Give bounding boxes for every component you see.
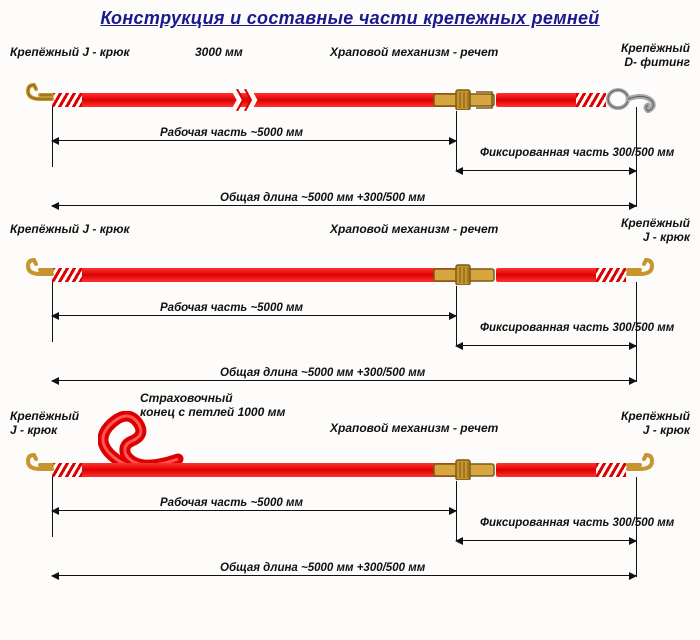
- dim-fixed: [456, 345, 636, 346]
- ratchet-icon: [432, 263, 496, 285]
- ratchet-icon: [432, 88, 496, 110]
- dim-fixed-label: Фиксированная часть 300/500 мм: [480, 517, 674, 530]
- j-hook-icon: [22, 81, 56, 115]
- strap-end-hatch-r: [596, 268, 626, 282]
- label-right-hook: Крепёжный J - крюк: [621, 409, 690, 438]
- dim-working-label: Рабочая часть ~5000 мм: [160, 127, 303, 140]
- dim-fixed: [456, 170, 636, 171]
- label-left-hook: Крепёжный J - крюк: [10, 45, 130, 59]
- variant-3: Крепёжный J - крюк Страховочный конец с …: [0, 395, 700, 615]
- strap-end-hatch-r: [576, 93, 606, 107]
- label-ratchet: Храповой механизм - речет: [330, 45, 498, 59]
- dim-fixed-label: Фиксированная часть 300/500 мм: [480, 322, 674, 335]
- j-hook-icon: [22, 256, 56, 290]
- dim-working: [52, 510, 456, 511]
- variant-1: Крепёжный J - крюк 3000 мм Храповой меха…: [0, 45, 700, 220]
- dim-total-label: Общая длина ~5000 мм +300/500 мм: [220, 562, 425, 575]
- d-fitting-icon: [604, 85, 664, 113]
- label-left-hook: Крепёжный J - крюк: [10, 222, 130, 236]
- label-right-hook: Крепёжный J - крюк: [621, 216, 690, 245]
- label-ratchet: Храповой механизм - речет: [330, 421, 498, 435]
- dim-working-label: Рабочая часть ~5000 мм: [160, 302, 303, 315]
- dim-fixed-label: Фиксированная часть 300/500 мм: [480, 147, 674, 160]
- dim-total: [52, 205, 636, 206]
- variant-2: Крепёжный J - крюк Храповой механизм - р…: [0, 220, 700, 395]
- dim-working: [52, 315, 456, 316]
- strap-break-icon: [230, 89, 258, 111]
- dim-total: [52, 575, 636, 576]
- dim-total: [52, 380, 636, 381]
- dim-working-label: Рабочая часть ~5000 мм: [160, 497, 303, 510]
- ratchet-icon: [432, 458, 496, 480]
- dim-working: [52, 140, 456, 141]
- strap-end-hatch-l: [52, 463, 82, 477]
- page-title: Конструкция и составные части крепежных …: [0, 0, 700, 45]
- strap-working: [52, 463, 456, 477]
- strap-end-hatch-l: [52, 268, 82, 282]
- j-hook-icon: [624, 451, 658, 485]
- dim-total-label: Общая длина ~5000 мм +300/500 мм: [220, 192, 425, 205]
- label-3000mm: 3000 мм: [195, 45, 243, 59]
- strap-end-hatch-r: [596, 463, 626, 477]
- label-left-hook: Крепёжный J - крюк: [10, 409, 79, 438]
- strap-end-hatch-l: [52, 93, 82, 107]
- label-right-d: Крепёжный D- фитинг: [621, 41, 690, 70]
- strap-working: [52, 268, 456, 282]
- dim-fixed: [456, 540, 636, 541]
- dim-total-label: Общая длина ~5000 мм +300/500 мм: [220, 367, 425, 380]
- j-hook-icon: [624, 256, 658, 290]
- j-hook-icon: [22, 451, 56, 485]
- label-ratchet: Храповой механизм - речет: [330, 222, 498, 236]
